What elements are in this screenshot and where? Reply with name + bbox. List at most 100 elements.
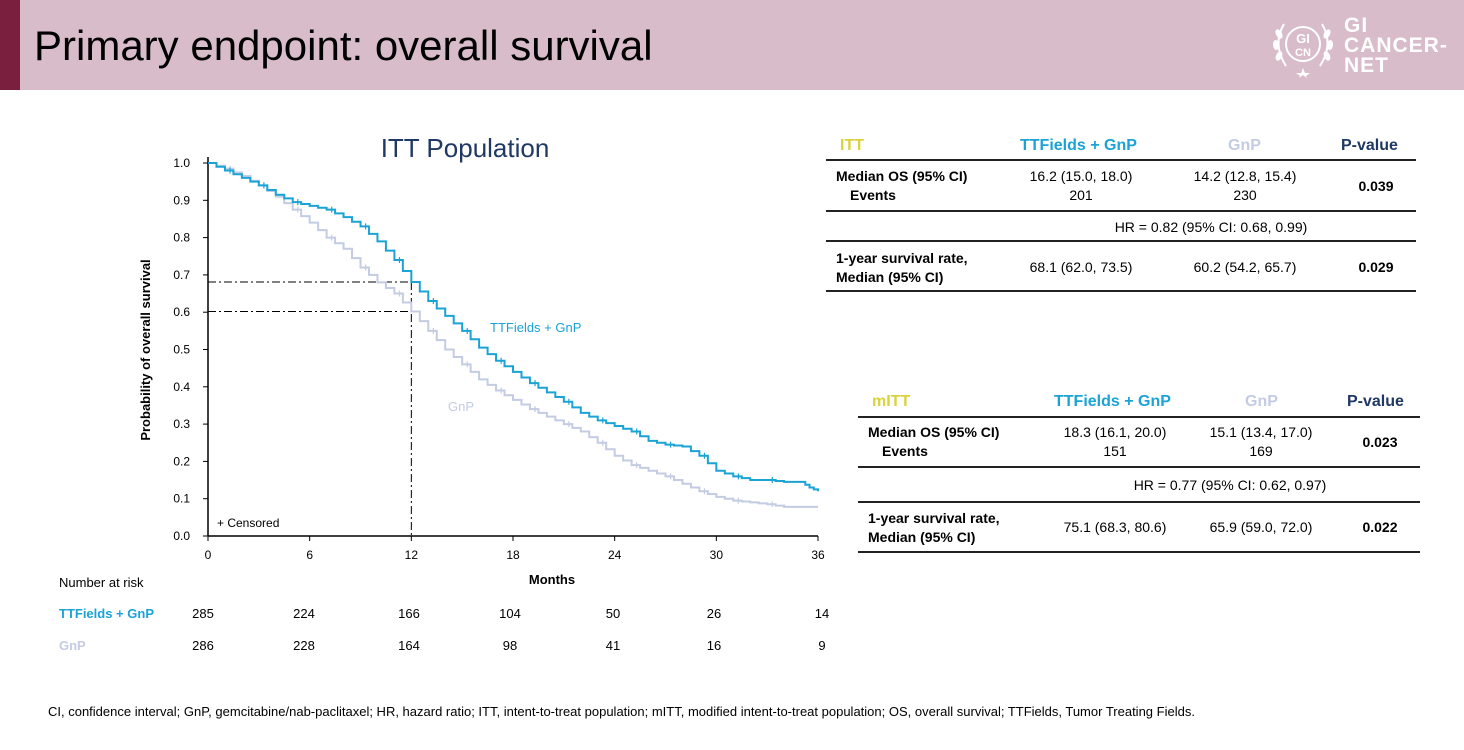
risk-value: 50 [606, 606, 620, 621]
itt-rule-1 [826, 159, 1416, 161]
y-tick-label: 0.4 [173, 380, 190, 394]
censor-mark [667, 441, 674, 448]
censor-mark [667, 473, 674, 480]
censor-mark [769, 477, 776, 484]
mitt-table: mITT TTFields + GnP GnP P-value Median O… [858, 385, 1420, 557]
mitt-rule-1 [858, 416, 1420, 418]
censor-mark [396, 290, 403, 297]
risk-value: 228 [293, 638, 315, 653]
y-tick-label: 0.7 [173, 268, 190, 282]
y-tick-label: 0.1 [173, 492, 190, 506]
itt-ttfields-events: 201 [1069, 187, 1093, 203]
mitt-gnp-events: 169 [1249, 443, 1273, 459]
itt-hazard-ratio: HR = 0.82 (95% CI: 0.68, 0.99) [1114, 219, 1308, 235]
x-tick-label: 36 [811, 548, 825, 562]
censor-mark [565, 421, 572, 428]
censor-mark [701, 452, 708, 459]
series-line-ttfields [208, 162, 819, 492]
itt-ttfields-median: 16.2 (15.0, 18.0) [1029, 168, 1133, 184]
censor-mark [464, 327, 471, 334]
itt-ttfields-1yr: 68.1 (62.0, 73.5) [1029, 259, 1133, 275]
y-tick-label: 1.0 [173, 156, 190, 170]
y-tick-label: 0.0 [173, 529, 190, 543]
censor-mark [633, 462, 640, 469]
laurel-badge-icon: GI CN [1272, 23, 1334, 78]
risk-value: 9 [818, 638, 825, 653]
censored-note: + Censored [217, 516, 279, 530]
mitt-header-gnp: GnP [1245, 393, 1278, 410]
y-tick-label: 0.8 [173, 231, 190, 245]
itt-gnp-events: 230 [1233, 187, 1257, 203]
x-axis-label: Months [529, 572, 575, 587]
risk-value: 285 [192, 606, 214, 621]
risk-value: 16 [707, 638, 721, 653]
mitt-gnp-median: 15.1 (13.4, 17.0) [1209, 424, 1313, 440]
censor-mark [362, 264, 369, 271]
mitt-rule-3 [858, 501, 1420, 503]
risk-value: 14 [815, 606, 829, 621]
x-tick-label: 0 [205, 548, 212, 562]
censor-mark [328, 234, 335, 241]
itt-1yr-pvalue: 0.029 [1358, 259, 1394, 275]
risk-value: 224 [293, 606, 315, 621]
censor-mark [464, 361, 471, 368]
risk-value: 286 [192, 638, 214, 653]
censor-mark [498, 387, 505, 394]
risk-row-label: TTFields + GnP [59, 606, 154, 621]
logo-line-2: CANCER- [1344, 34, 1448, 57]
kaplan-meier-chart: ITT Population 0.0 0.1 0.2 0.3 0.4 0.5 0.6 0.7 0… [59, 133, 829, 653]
x-tick-label: 18 [506, 548, 520, 562]
y-tick-label: 0.5 [173, 343, 190, 357]
logo-line-3: NET [1344, 54, 1389, 77]
censor-mark [328, 206, 335, 213]
x-tick-label: 24 [608, 548, 622, 562]
mitt-ttfields-median: 18.3 (16.1, 20.0) [1063, 424, 1167, 440]
itt-gnp-median: 14.2 (12.8, 15.4) [1193, 168, 1297, 184]
mitt-median-os-label: Median OS (95% CI) [868, 424, 1000, 440]
y-tick-label: 0.3 [173, 417, 190, 431]
itt-header-pvalue: P-value [1341, 137, 1398, 154]
chart-title: ITT Population [381, 133, 550, 163]
censor-mark [430, 327, 437, 334]
itt-rule-2 [826, 210, 1416, 212]
risk-value: 166 [398, 606, 420, 621]
itt-median-os-label: Median OS (95% CI) [836, 168, 968, 184]
itt-1yr-label-2: Median (95% CI) [836, 269, 944, 285]
censor-mark [227, 167, 234, 174]
censor-mark [294, 199, 301, 206]
itt-table: ITT TTFields + GnP GnP P-value Median OS… [826, 130, 1416, 300]
censor-mark [565, 398, 572, 405]
censor-mark [362, 223, 369, 230]
itt-header-gnp: GnP [1228, 137, 1261, 154]
mitt-1yr-label-1: 1-year survival rate, [868, 510, 1000, 526]
censor-mark [701, 488, 708, 495]
mitt-rule-4 [858, 551, 1420, 553]
series-label-gnp: GnP [448, 399, 474, 414]
risk-row-label: GnP [59, 638, 86, 653]
itt-events-label: Events [850, 187, 896, 203]
header-band [0, 0, 1464, 90]
censor-mark [532, 380, 539, 387]
y-axis-label: Probability of overall survival [138, 259, 153, 440]
slide-title: Primary endpoint: overall survival [34, 22, 653, 69]
itt-gnp-1yr: 60.2 (54.2, 65.7) [1193, 259, 1297, 275]
censor-mark [430, 298, 437, 305]
mitt-header-ttfields: TTFields + GnP [1054, 393, 1171, 410]
itt-1yr-label-1: 1-year survival rate, [836, 250, 968, 266]
censor-mark [532, 406, 539, 413]
censor-mark [294, 206, 301, 213]
logo-line-1: GI [1344, 14, 1369, 37]
logo-wordmark: GI CANCER- NET [1344, 14, 1448, 77]
x-tick-label: 6 [306, 548, 313, 562]
risk-value: 164 [398, 638, 420, 653]
badge-bottom-text: CN [1295, 47, 1311, 59]
x-tick-label: 30 [710, 548, 724, 562]
header-accent [0, 0, 20, 90]
risk-value: 104 [499, 606, 521, 621]
censor-mark [599, 439, 606, 446]
censor-mark [735, 497, 742, 504]
y-tick-label: 0.9 [173, 193, 190, 207]
censor-mark [396, 256, 403, 263]
footnote: CI, confidence interval; GnP, gemcitabin… [48, 704, 1195, 719]
mitt-1yr-label-2: Median (95% CI) [868, 529, 976, 545]
